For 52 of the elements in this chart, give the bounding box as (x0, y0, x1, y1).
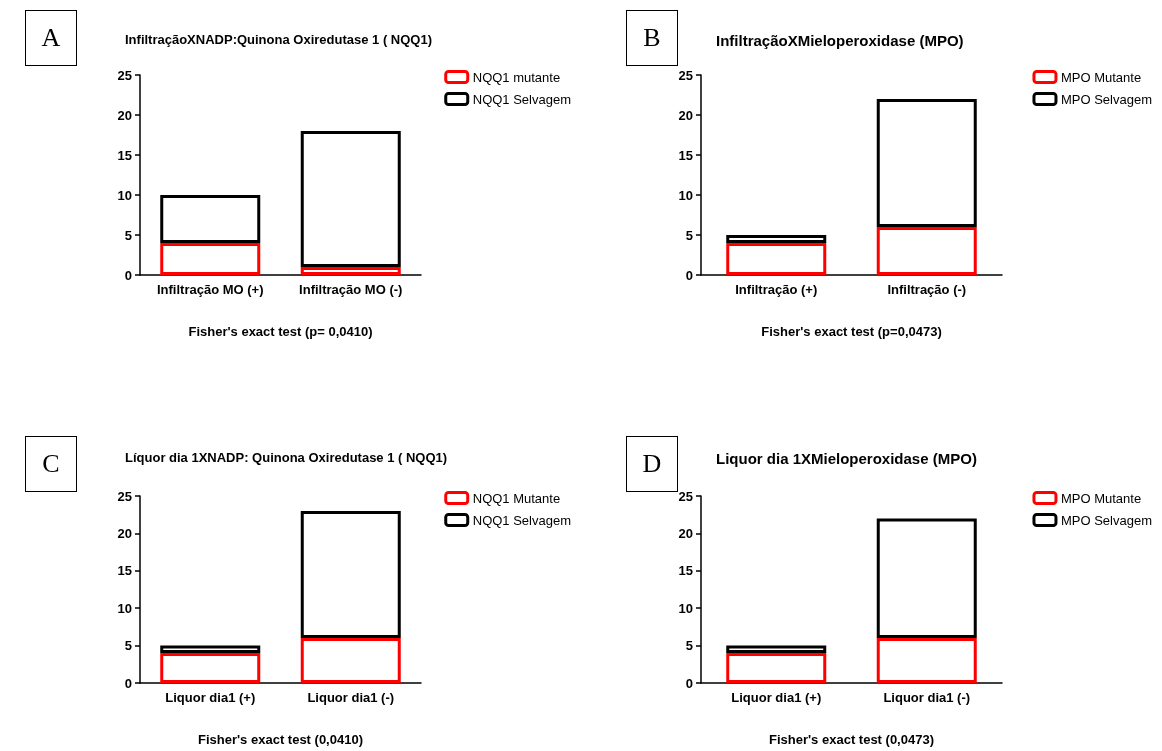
x-tick-label: Liquor dia1 (+) (165, 690, 256, 705)
legend-label: MPO Mutante (1060, 490, 1142, 506)
chart-title: Liquor dia 1XMieloperoxidase (MPO) (716, 450, 977, 467)
y-tick-label: 0 (685, 267, 693, 283)
x-tick-label: Infiltração (-) (887, 282, 967, 297)
text: C (25, 436, 77, 492)
x-tick-label: Liquor dia1 (-) (883, 690, 971, 705)
legend-label: NQQ1 Selvagem (472, 91, 571, 107)
x-axis-title: Fisher's exact test (0,0410) (198, 732, 363, 747)
y-tick-label: 20 (117, 107, 132, 123)
y-tick-label: 5 (685, 227, 693, 243)
y-tick-label: 25 (678, 67, 693, 83)
chart-title: Líquor dia 1XNADP: Quinona Oxiredutase 1 ( NQQ1) (125, 450, 448, 465)
y-tick-label: 0 (124, 267, 132, 283)
y-tick-label: 10 (678, 187, 693, 203)
x-tick-label: Infiltração MO (+) (156, 282, 264, 297)
legend-label: NQQ1 Mutante (472, 490, 561, 506)
y-tick-label: 15 (678, 147, 693, 163)
legend-label: MPO Selvagem (1060, 512, 1153, 528)
x-axis-title: Fisher's exact test (p=0,0473) (761, 324, 942, 339)
y-tick-label: 25 (678, 488, 693, 504)
y-tick-label: 15 (117, 563, 132, 579)
legend-label: NQQ1 Selvagem (472, 512, 571, 528)
y-tick-label: 5 (124, 227, 132, 243)
text: D (626, 436, 678, 492)
x-axis-title: Fisher's exact test (0,0473) (769, 732, 934, 747)
legend-label: MPO Selvagem (1060, 91, 1153, 107)
chart-title: InfiltraçãoXNADP:Quinona Oxiredutase 1 ( NQQ1) (125, 32, 432, 47)
x-axis-title: Fisher's exact test (p= 0,0410) (188, 324, 373, 339)
y-tick-label: 0 (124, 675, 132, 691)
legend-label: MPO Mutante (1060, 69, 1142, 85)
y-tick-label: 15 (678, 563, 693, 579)
y-tick-label: 5 (685, 638, 693, 654)
y-tick-label: 10 (678, 600, 693, 616)
y-tick-label: 10 (117, 600, 132, 616)
text: B (626, 10, 678, 66)
y-tick-label: 20 (117, 525, 132, 541)
y-tick-label: 15 (117, 147, 132, 163)
text: A (25, 10, 77, 66)
x-tick-label: Infiltração MO (-) (299, 282, 403, 297)
y-tick-label: 20 (678, 107, 693, 123)
chart-title: InfiltraçãoXMieloperoxidase (MPO) (716, 32, 964, 49)
legend-label: NQQ1 mutante (472, 69, 561, 85)
x-tick-label: Liquor dia1 (+) (731, 690, 822, 705)
y-tick-label: 25 (117, 67, 132, 83)
x-tick-label: Infiltração (+) (735, 282, 818, 297)
y-tick-label: 10 (117, 187, 132, 203)
y-tick-label: 5 (124, 638, 132, 654)
y-tick-label: 25 (117, 488, 132, 504)
y-tick-label: 0 (685, 675, 693, 691)
x-tick-label: Liquor dia1 (-) (307, 690, 395, 705)
y-tick-label: 20 (678, 525, 693, 541)
